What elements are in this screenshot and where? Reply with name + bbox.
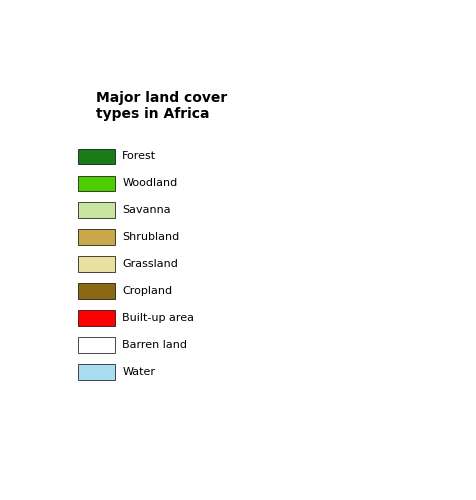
Text: Major land cover
types in Africa: Major land cover types in Africa: [96, 90, 228, 120]
Bar: [78, 148, 115, 164]
Text: Built-up area: Built-up area: [122, 313, 194, 323]
Text: Barren land: Barren land: [122, 340, 187, 350]
Bar: [78, 284, 115, 298]
Bar: [78, 337, 115, 352]
Bar: [78, 310, 115, 326]
Bar: [78, 364, 115, 380]
Text: Grassland: Grassland: [122, 259, 178, 269]
Bar: [78, 230, 115, 245]
Text: Shrubland: Shrubland: [122, 232, 179, 242]
Text: Woodland: Woodland: [122, 178, 178, 188]
Bar: [78, 176, 115, 191]
Text: Cropland: Cropland: [122, 286, 172, 296]
Text: Water: Water: [122, 367, 155, 377]
Bar: [78, 256, 115, 272]
Bar: [78, 202, 115, 218]
Text: Savanna: Savanna: [122, 205, 171, 215]
Text: Forest: Forest: [122, 151, 156, 161]
